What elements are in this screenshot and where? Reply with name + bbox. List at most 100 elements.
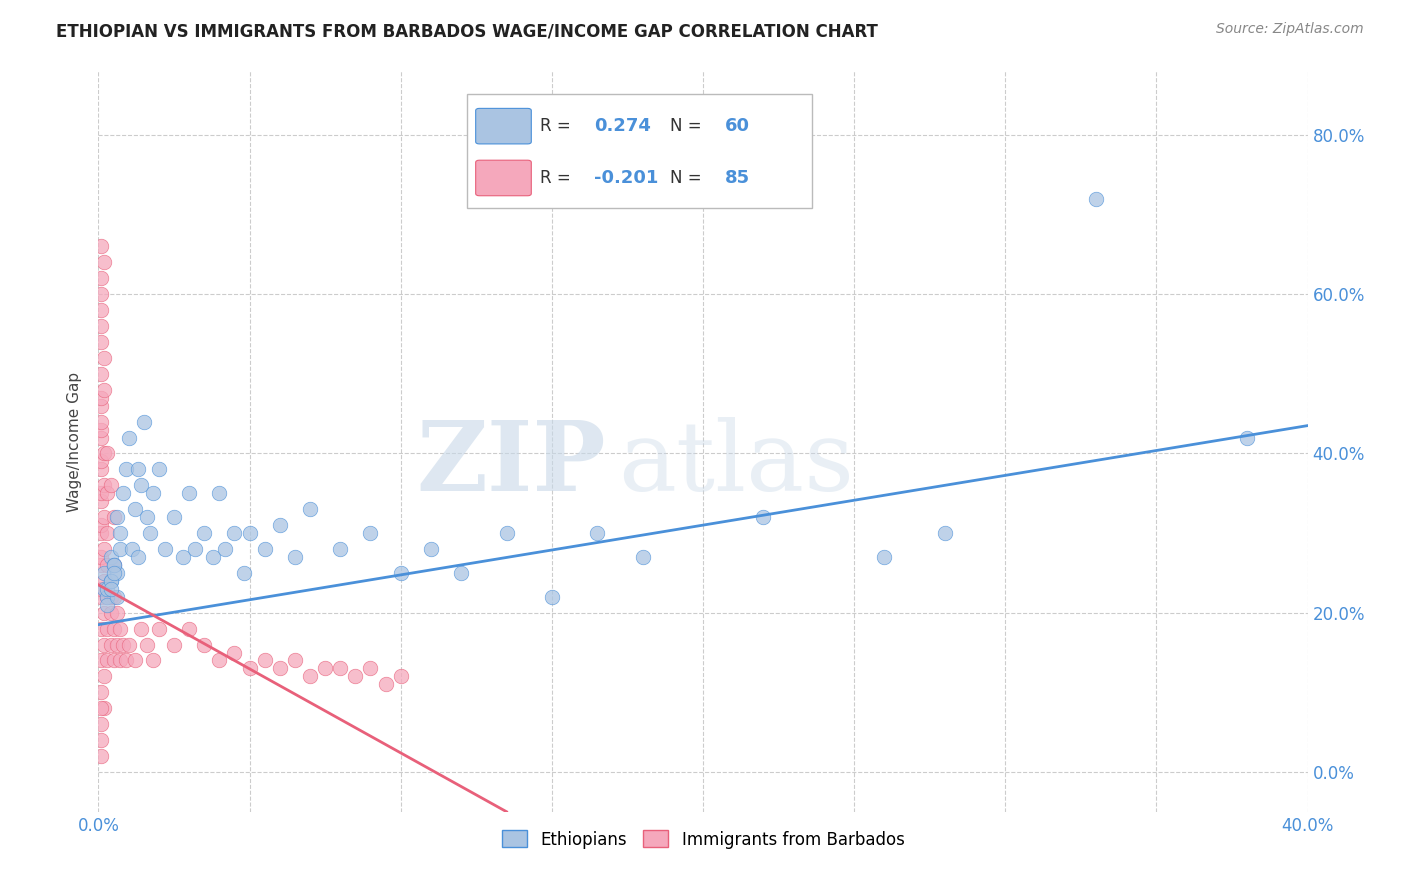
- Immigrants from Barbados: [93, 478, 115, 492]
- Immigrants from Barbados: [299, 669, 322, 683]
- Immigrants from Barbados: [90, 319, 112, 334]
- Immigrants from Barbados: [90, 486, 112, 500]
- Ethiopians: [202, 549, 225, 564]
- Immigrants from Barbados: [90, 701, 112, 715]
- Immigrants from Barbados: [93, 541, 115, 556]
- Text: 60: 60: [724, 117, 749, 136]
- Immigrants from Barbados: [90, 454, 112, 468]
- Immigrants from Barbados: [135, 638, 157, 652]
- Ethiopians: [163, 510, 186, 524]
- Immigrants from Barbados: [90, 271, 112, 285]
- Immigrants from Barbados: [90, 526, 112, 541]
- Ethiopians: [127, 549, 149, 564]
- Text: -0.201: -0.201: [595, 169, 658, 187]
- Ethiopians: [105, 590, 128, 604]
- Text: Source: ZipAtlas.com: Source: ZipAtlas.com: [1216, 22, 1364, 37]
- Ethiopians: [224, 526, 246, 541]
- Ethiopians: [179, 486, 201, 500]
- Immigrants from Barbados: [90, 367, 112, 381]
- Ethiopians: [329, 541, 352, 556]
- Ethiopians: [139, 526, 162, 541]
- Ethiopians: [389, 566, 412, 580]
- Immigrants from Barbados: [90, 462, 112, 476]
- Immigrants from Barbados: [96, 526, 118, 541]
- Ethiopians: [103, 558, 125, 572]
- Immigrants from Barbados: [374, 677, 396, 691]
- Ethiopians: [495, 526, 517, 541]
- Ethiopians: [111, 486, 134, 500]
- Immigrants from Barbados: [90, 749, 112, 764]
- Ethiopians: [100, 574, 122, 588]
- Immigrants from Barbados: [344, 669, 367, 683]
- Ethiopians: [105, 510, 128, 524]
- Immigrants from Barbados: [148, 622, 170, 636]
- Text: atlas: atlas: [619, 417, 855, 511]
- Ethiopians: [450, 566, 472, 580]
- Ethiopians: [93, 566, 115, 580]
- Immigrants from Barbados: [90, 685, 112, 699]
- Text: ZIP: ZIP: [416, 417, 606, 511]
- Text: 85: 85: [724, 169, 749, 187]
- Immigrants from Barbados: [93, 255, 115, 269]
- Immigrants from Barbados: [129, 622, 152, 636]
- Ethiopians: [586, 526, 609, 541]
- Ethiopians: [96, 582, 118, 596]
- Immigrants from Barbados: [103, 510, 125, 524]
- Immigrants from Barbados: [179, 622, 201, 636]
- FancyBboxPatch shape: [475, 108, 531, 144]
- Immigrants from Barbados: [103, 558, 125, 572]
- Ethiopians: [420, 541, 443, 556]
- Text: R =: R =: [540, 169, 576, 187]
- Ethiopians: [208, 486, 231, 500]
- Ethiopians: [121, 541, 143, 556]
- Immigrants from Barbados: [90, 415, 112, 429]
- Ethiopians: [93, 582, 115, 596]
- Ethiopians: [96, 590, 118, 604]
- Text: R =: R =: [540, 117, 576, 136]
- Text: 0.274: 0.274: [595, 117, 651, 136]
- Immigrants from Barbados: [105, 638, 128, 652]
- Ethiopians: [239, 526, 262, 541]
- Immigrants from Barbados: [163, 638, 186, 652]
- Immigrants from Barbados: [93, 701, 115, 715]
- Immigrants from Barbados: [90, 582, 112, 596]
- Ethiopians: [100, 574, 122, 588]
- Ethiopians: [934, 526, 956, 541]
- Ethiopians: [540, 590, 562, 604]
- Immigrants from Barbados: [90, 334, 112, 349]
- Immigrants from Barbados: [118, 638, 141, 652]
- Immigrants from Barbados: [105, 606, 128, 620]
- Ethiopians: [100, 582, 122, 596]
- Immigrants from Barbados: [96, 558, 118, 572]
- Ethiopians: [873, 549, 896, 564]
- Immigrants from Barbados: [224, 646, 246, 660]
- Immigrants from Barbados: [100, 590, 122, 604]
- Ethiopians: [100, 549, 122, 564]
- Immigrants from Barbados: [90, 431, 112, 445]
- Ethiopians: [127, 462, 149, 476]
- Immigrants from Barbados: [239, 661, 262, 675]
- Immigrants from Barbados: [96, 622, 118, 636]
- Ethiopians: [153, 541, 176, 556]
- Ethiopians: [114, 462, 136, 476]
- Immigrants from Barbados: [90, 391, 112, 405]
- Y-axis label: Wage/Income Gap: Wage/Income Gap: [67, 371, 83, 512]
- Immigrants from Barbados: [90, 717, 112, 731]
- Ethiopians: [1085, 192, 1108, 206]
- Immigrants from Barbados: [93, 574, 115, 588]
- Ethiopians: [193, 526, 215, 541]
- Ethiopians: [269, 518, 291, 533]
- FancyBboxPatch shape: [467, 94, 811, 209]
- Text: N =: N =: [671, 169, 707, 187]
- Ethiopians: [129, 478, 152, 492]
- Immigrants from Barbados: [193, 638, 215, 652]
- Immigrants from Barbados: [103, 622, 125, 636]
- Immigrants from Barbados: [93, 383, 115, 397]
- Immigrants from Barbados: [100, 638, 122, 652]
- Immigrants from Barbados: [93, 606, 115, 620]
- Immigrants from Barbados: [103, 653, 125, 667]
- Immigrants from Barbados: [124, 653, 146, 667]
- Ethiopians: [299, 502, 322, 516]
- Text: N =: N =: [671, 117, 707, 136]
- Ethiopians: [284, 549, 307, 564]
